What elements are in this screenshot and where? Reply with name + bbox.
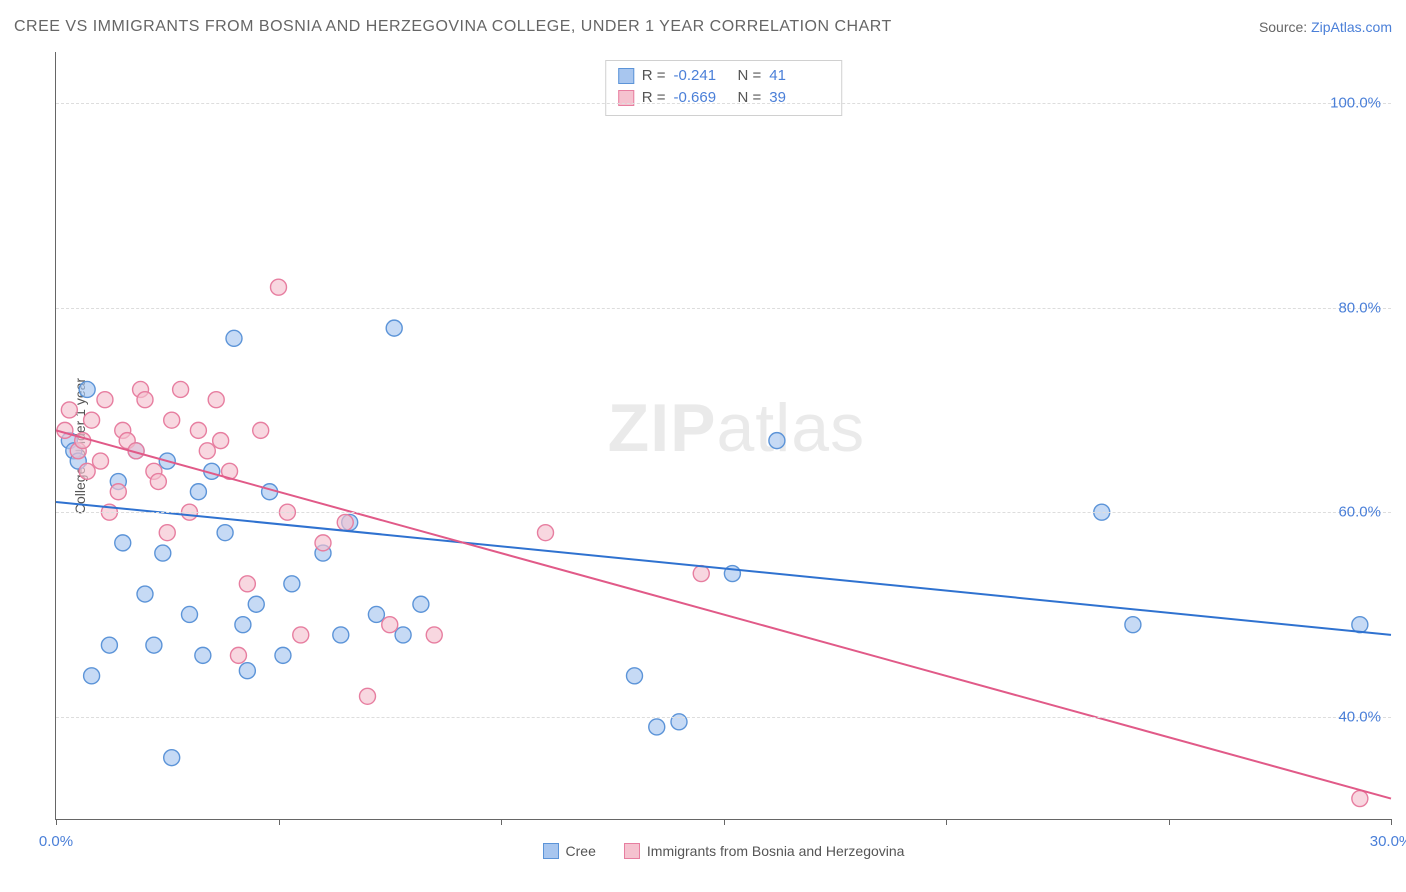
- gridline-h: [56, 512, 1391, 513]
- scatter-point: [199, 443, 215, 459]
- gridline-h: [56, 103, 1391, 104]
- y-tick-label: 80.0%: [1338, 299, 1381, 316]
- scatter-point: [84, 412, 100, 428]
- scatter-point: [190, 422, 206, 438]
- scatter-point: [61, 402, 77, 418]
- scatter-point: [115, 535, 131, 551]
- scatter-point: [693, 566, 709, 582]
- scatter-point: [93, 453, 109, 469]
- y-tick-label: 40.0%: [1338, 708, 1381, 725]
- scatter-point: [155, 545, 171, 561]
- scatter-point: [368, 606, 384, 622]
- scatter-point: [253, 422, 269, 438]
- x-tick-label: 0.0%: [39, 833, 73, 850]
- scatter-point: [649, 719, 665, 735]
- source-link[interactable]: ZipAtlas.com: [1311, 19, 1392, 35]
- scatter-point: [173, 381, 189, 397]
- chart-title: CREE VS IMMIGRANTS FROM BOSNIA AND HERZE…: [14, 18, 892, 36]
- scatter-point: [271, 279, 287, 295]
- scatter-point: [293, 627, 309, 643]
- scatter-point: [84, 668, 100, 684]
- x-tick: [1169, 819, 1170, 825]
- scatter-point: [386, 320, 402, 336]
- scatter-point: [137, 392, 153, 408]
- scatter-point: [239, 576, 255, 592]
- scatter-point: [275, 647, 291, 663]
- scatter-point: [395, 627, 411, 643]
- chart-svg: [56, 52, 1391, 819]
- scatter-point: [315, 535, 331, 551]
- scatter-point: [1352, 791, 1368, 807]
- legend-item-1: Immigrants from Bosnia and Herzegovina: [624, 843, 905, 859]
- scatter-point: [79, 463, 95, 479]
- stats-swatch-0: [618, 68, 634, 84]
- scatter-point: [150, 474, 166, 490]
- scatter-point: [538, 525, 554, 541]
- scatter-point: [146, 637, 162, 653]
- scatter-point: [333, 627, 349, 643]
- scatter-point: [337, 514, 353, 530]
- scatter-point: [769, 433, 785, 449]
- scatter-point: [284, 576, 300, 592]
- scatter-point: [382, 617, 398, 633]
- scatter-point: [137, 586, 153, 602]
- scatter-point: [213, 433, 229, 449]
- x-tick: [1391, 819, 1392, 825]
- scatter-point: [190, 484, 206, 500]
- scatter-point: [248, 596, 264, 612]
- scatter-point: [235, 617, 251, 633]
- y-tick-label: 60.0%: [1338, 504, 1381, 521]
- y-tick-label: 100.0%: [1330, 95, 1381, 112]
- scatter-point: [426, 627, 442, 643]
- legend-item-0: Cree: [543, 843, 596, 859]
- x-tick: [501, 819, 502, 825]
- scatter-point: [1125, 617, 1141, 633]
- scatter-point: [226, 330, 242, 346]
- scatter-point: [413, 596, 429, 612]
- scatter-point: [164, 412, 180, 428]
- header: CREE VS IMMIGRANTS FROM BOSNIA AND HERZE…: [14, 18, 1392, 36]
- scatter-point: [79, 381, 95, 397]
- scatter-point: [360, 688, 376, 704]
- gridline-h: [56, 717, 1391, 718]
- gridline-h: [56, 308, 1391, 309]
- scatter-point: [195, 647, 211, 663]
- stats-row-0: R = -0.241 N = 41: [618, 65, 826, 87]
- scatter-point: [182, 606, 198, 622]
- scatter-point: [97, 392, 113, 408]
- scatter-point: [75, 433, 91, 449]
- x-tick: [279, 819, 280, 825]
- source-attribution: Source: ZipAtlas.com: [1259, 19, 1392, 35]
- scatter-point: [239, 663, 255, 679]
- stats-legend-box: R = -0.241 N = 41 R = -0.669 N = 39: [605, 60, 843, 116]
- scatter-point: [101, 637, 117, 653]
- stats-row-1: R = -0.669 N = 39: [618, 87, 826, 109]
- scatter-point: [110, 484, 126, 500]
- x-tick: [56, 819, 57, 825]
- scatter-point: [208, 392, 224, 408]
- scatter-point: [217, 525, 233, 541]
- x-tick: [946, 819, 947, 825]
- scatter-point: [164, 750, 180, 766]
- bottom-legend: Cree Immigrants from Bosnia and Herzegov…: [56, 843, 1391, 859]
- x-tick-label: 30.0%: [1370, 833, 1406, 850]
- x-tick: [724, 819, 725, 825]
- scatter-point: [159, 525, 175, 541]
- scatter-point: [627, 668, 643, 684]
- legend-swatch-1: [624, 843, 640, 859]
- scatter-point: [230, 647, 246, 663]
- legend-swatch-0: [543, 843, 559, 859]
- chart-plot-area: ZIPatlas R = -0.241 N = 41 R = -0.669 N …: [55, 52, 1391, 820]
